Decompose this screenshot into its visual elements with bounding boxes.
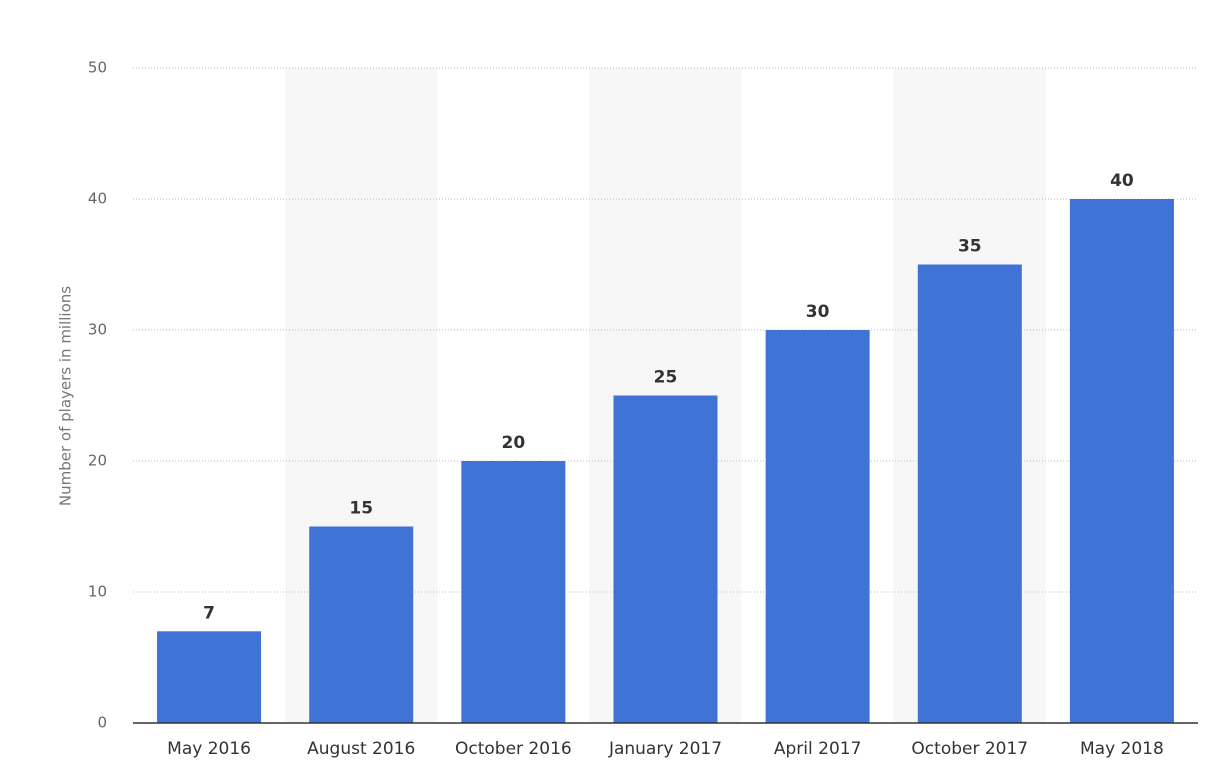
y-tick-label: 0 [97,714,107,732]
value-label: 40 [1110,171,1134,191]
x-tick-label: August 2016 [307,739,415,759]
y-tick-label: 10 [88,583,107,601]
bar [917,264,1022,723]
x-tick-label: April 2017 [774,739,862,759]
value-label: 15 [349,499,373,519]
x-tick-label: January 2017 [608,739,722,759]
bar [157,631,262,723]
x-tick-label: May 2016 [167,739,251,759]
value-label: 25 [654,368,678,388]
value-label: 20 [502,433,526,453]
y-axis-label: Number of players in millions [57,286,75,506]
y-tick-label: 40 [88,190,107,208]
value-label: 7 [203,603,215,623]
value-label: 30 [806,302,830,322]
bar [765,330,870,723]
y-tick-label: 20 [88,452,107,470]
x-tick-label: October 2016 [455,739,572,759]
bar [1069,199,1174,723]
bar [309,526,414,723]
y-tick-label: 30 [88,321,107,339]
bar [613,395,718,723]
bar [461,461,566,723]
x-tick-label: October 2017 [911,739,1028,759]
value-label: 35 [958,237,982,257]
y-tick-label: 50 [88,59,107,77]
x-tick-label: May 2018 [1080,739,1164,759]
